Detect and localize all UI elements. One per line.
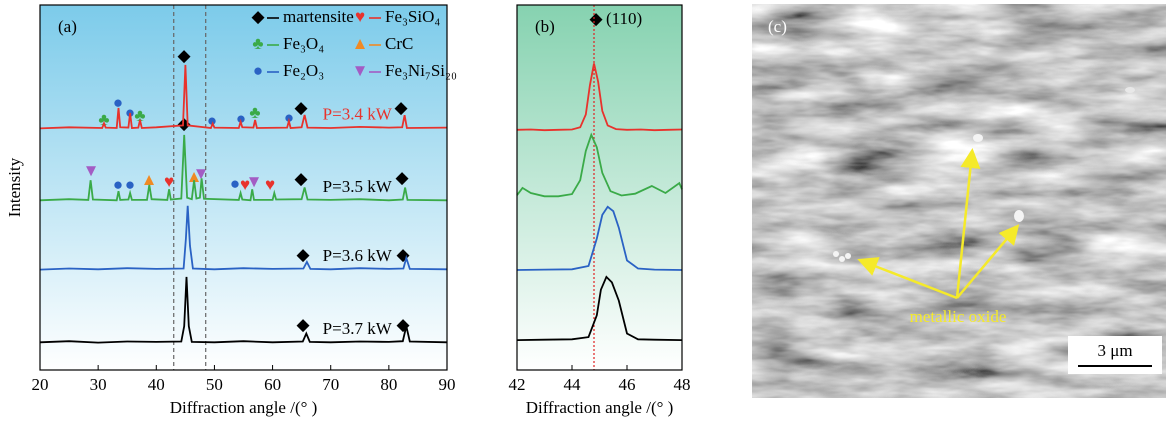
marker: ◆	[294, 169, 308, 188]
panel-label: (c)	[768, 17, 787, 36]
x-tick-label: 42	[509, 375, 526, 394]
particle	[973, 134, 983, 142]
marker: ♥	[164, 172, 174, 191]
legend-label: CrC	[385, 34, 413, 53]
marker: ◆	[396, 315, 410, 334]
annotation: metallic oxide	[910, 307, 1007, 326]
marker: ◆	[294, 98, 308, 117]
figure: ♣ ● ● ♣ ◆ ● ● ♣ ● ◆ ◆ ▼ ● ● ▲ ♥ ◆ ▲ ▼ ● …	[0, 0, 1168, 423]
scale-bar-label: 3 μm	[1097, 341, 1132, 360]
legend-symbol: ▲	[352, 34, 369, 53]
marker: ◆	[177, 46, 191, 65]
particle	[1014, 210, 1024, 222]
plot-background	[517, 5, 682, 370]
marker: ♥	[265, 175, 275, 194]
legend-label: martensite	[283, 7, 354, 26]
x-tick-label: 40	[148, 375, 165, 394]
series-label: P=3.4 kW	[323, 105, 393, 124]
marker: ◆	[177, 114, 191, 133]
series-label: P=3.7 kW	[323, 319, 393, 338]
marker: ◆	[589, 9, 603, 28]
x-tick-label: 30	[90, 375, 107, 394]
legend-symbol: ▼	[352, 61, 369, 80]
x-axis-title: Diffraction angle /(° )	[526, 398, 674, 417]
legend-label: Fe₂O₃	[283, 61, 324, 80]
particle	[1125, 87, 1135, 93]
y-axis-title: Intensity	[5, 157, 24, 217]
legend-symbol: ●	[253, 61, 263, 80]
x-tick-label: 60	[264, 375, 281, 394]
marker: ◆	[296, 245, 310, 264]
legend-symbol: ♥	[355, 7, 365, 26]
marker: ♣	[249, 103, 260, 122]
peak-label: (110)	[606, 9, 642, 28]
legend-symbol: ◆	[251, 7, 265, 26]
x-tick-label: 44	[564, 375, 582, 394]
legend-label: Fe₃SiO₄	[385, 7, 440, 26]
x-tick-label: 50	[206, 375, 223, 394]
marker: ▼	[83, 161, 100, 180]
x-axis-title: Diffraction angle /(° )	[170, 398, 318, 417]
sem-image: metallic oxide 3 μm (c)	[752, 4, 1166, 398]
x-tick-label: 70	[322, 375, 339, 394]
marker: ◆	[394, 98, 408, 117]
x-tick-label: 48	[674, 375, 691, 394]
legend-label: Fe₃Ni₇Si₂₀	[385, 61, 457, 80]
marker: ◆	[396, 245, 410, 264]
series-label: P=3.6 kW	[323, 246, 393, 265]
panel-label: (b)	[535, 17, 555, 36]
legend-symbol: ♣	[252, 34, 263, 53]
panel-label: (a)	[58, 17, 77, 36]
marker: ◆	[395, 168, 409, 187]
marker: ▼	[246, 172, 263, 191]
particle	[845, 253, 851, 259]
x-tick-label: 20	[32, 375, 49, 394]
marker: ◆	[296, 315, 310, 334]
marker: ●	[230, 174, 240, 193]
x-tick-label: 46	[619, 375, 636, 394]
particle	[833, 251, 839, 257]
x-tick-label: 90	[439, 375, 456, 394]
x-tick-label: 80	[380, 375, 397, 394]
particle	[839, 256, 845, 262]
legend-label: Fe₃O₄	[283, 34, 324, 53]
marker: ♣	[98, 110, 109, 129]
series-label: P=3.5 kW	[323, 177, 393, 196]
